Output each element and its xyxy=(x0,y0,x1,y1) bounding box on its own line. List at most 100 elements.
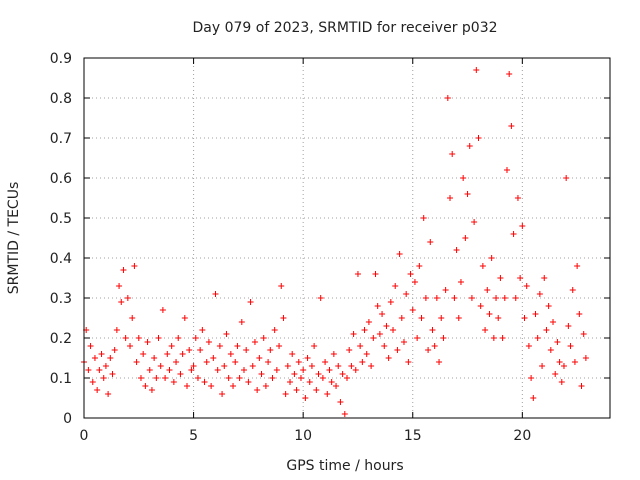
y-tick-label: 0.7 xyxy=(50,131,72,147)
data-point xyxy=(484,287,491,293)
data-point xyxy=(146,367,153,373)
data-point xyxy=(545,303,552,309)
data-point xyxy=(324,391,331,397)
data-point xyxy=(313,387,320,393)
data-point xyxy=(127,343,134,349)
data-point xyxy=(460,175,467,181)
data-point xyxy=(120,267,127,273)
data-point xyxy=(363,351,370,357)
x-tick-label: 5 xyxy=(189,428,198,444)
data-point xyxy=(499,335,506,341)
data-point xyxy=(554,339,561,345)
data-point xyxy=(267,347,274,353)
data-point xyxy=(429,327,436,333)
y-tick-label: 0.3 xyxy=(50,291,72,307)
data-point xyxy=(539,363,546,369)
data-point xyxy=(337,399,344,405)
data-point xyxy=(100,375,107,381)
data-point xyxy=(436,359,443,365)
data-point xyxy=(306,379,313,385)
data-point xyxy=(379,311,386,317)
data-point xyxy=(164,351,171,357)
data-point xyxy=(560,363,567,369)
data-point xyxy=(227,351,234,357)
data-point xyxy=(479,263,486,269)
data-point xyxy=(201,379,208,385)
data-point xyxy=(514,195,521,201)
data-point xyxy=(181,315,188,321)
data-point xyxy=(175,335,182,341)
data-point xyxy=(194,375,201,381)
data-point xyxy=(148,387,155,393)
data-point xyxy=(457,279,464,285)
data-point xyxy=(265,359,272,365)
data-point xyxy=(297,375,304,381)
x-tick-label: 15 xyxy=(404,428,422,444)
data-point xyxy=(245,379,252,385)
y-tick-label: 0.8 xyxy=(50,91,72,107)
data-point xyxy=(486,311,493,317)
data-point xyxy=(179,351,186,357)
y-tick-label: 0.5 xyxy=(50,211,72,227)
data-point xyxy=(116,283,123,289)
data-point xyxy=(260,335,267,341)
data-point xyxy=(304,355,311,361)
data-point xyxy=(438,315,445,321)
data-point xyxy=(521,315,528,321)
data-point xyxy=(383,323,390,329)
data-point xyxy=(210,355,217,361)
data-point xyxy=(269,375,276,381)
data-point xyxy=(335,363,342,369)
data-point xyxy=(508,123,515,129)
data-point xyxy=(166,367,173,373)
data-point xyxy=(525,343,532,349)
data-point xyxy=(188,367,195,373)
chart-title: Day 079 of 2023, SRMTID for receiver p03… xyxy=(192,20,497,36)
data-point xyxy=(503,167,510,173)
x-tick-label: 0 xyxy=(80,428,89,444)
data-point xyxy=(124,295,131,301)
data-point xyxy=(462,235,469,241)
data-point xyxy=(409,307,416,313)
data-point xyxy=(407,271,414,277)
data-point xyxy=(536,291,543,297)
x-axis-label: GPS time / hours xyxy=(286,458,403,474)
data-point xyxy=(420,215,427,221)
data-point xyxy=(142,383,149,389)
data-point xyxy=(177,371,184,377)
data-point xyxy=(582,355,589,361)
data-point xyxy=(135,335,142,341)
data-point xyxy=(403,291,410,297)
data-point xyxy=(453,247,460,253)
data-point xyxy=(91,355,98,361)
data-point xyxy=(223,331,230,337)
data-point xyxy=(370,335,377,341)
data-point xyxy=(102,363,109,369)
data-point xyxy=(278,283,285,289)
data-point xyxy=(425,347,432,353)
data-point xyxy=(372,271,379,277)
y-tick-label: 0.1 xyxy=(50,371,72,387)
data-point xyxy=(232,359,239,365)
data-point xyxy=(455,315,462,321)
data-point xyxy=(109,371,116,377)
data-point xyxy=(414,335,421,341)
data-point xyxy=(400,339,407,345)
data-point xyxy=(133,359,140,365)
data-point xyxy=(368,363,375,369)
data-point xyxy=(302,395,309,401)
y-tick-label: 0.4 xyxy=(50,251,72,267)
data-point xyxy=(216,343,223,349)
data-point xyxy=(571,359,578,365)
data-point xyxy=(221,363,228,369)
data-point xyxy=(295,359,302,365)
data-point xyxy=(173,359,180,365)
data-point xyxy=(359,359,366,365)
data-point xyxy=(344,375,350,381)
data-point xyxy=(578,383,585,389)
data-point xyxy=(289,351,296,357)
data-point xyxy=(300,367,307,373)
data-point xyxy=(512,295,519,301)
y-tick-label: 0.9 xyxy=(50,51,72,67)
data-point xyxy=(238,319,245,325)
